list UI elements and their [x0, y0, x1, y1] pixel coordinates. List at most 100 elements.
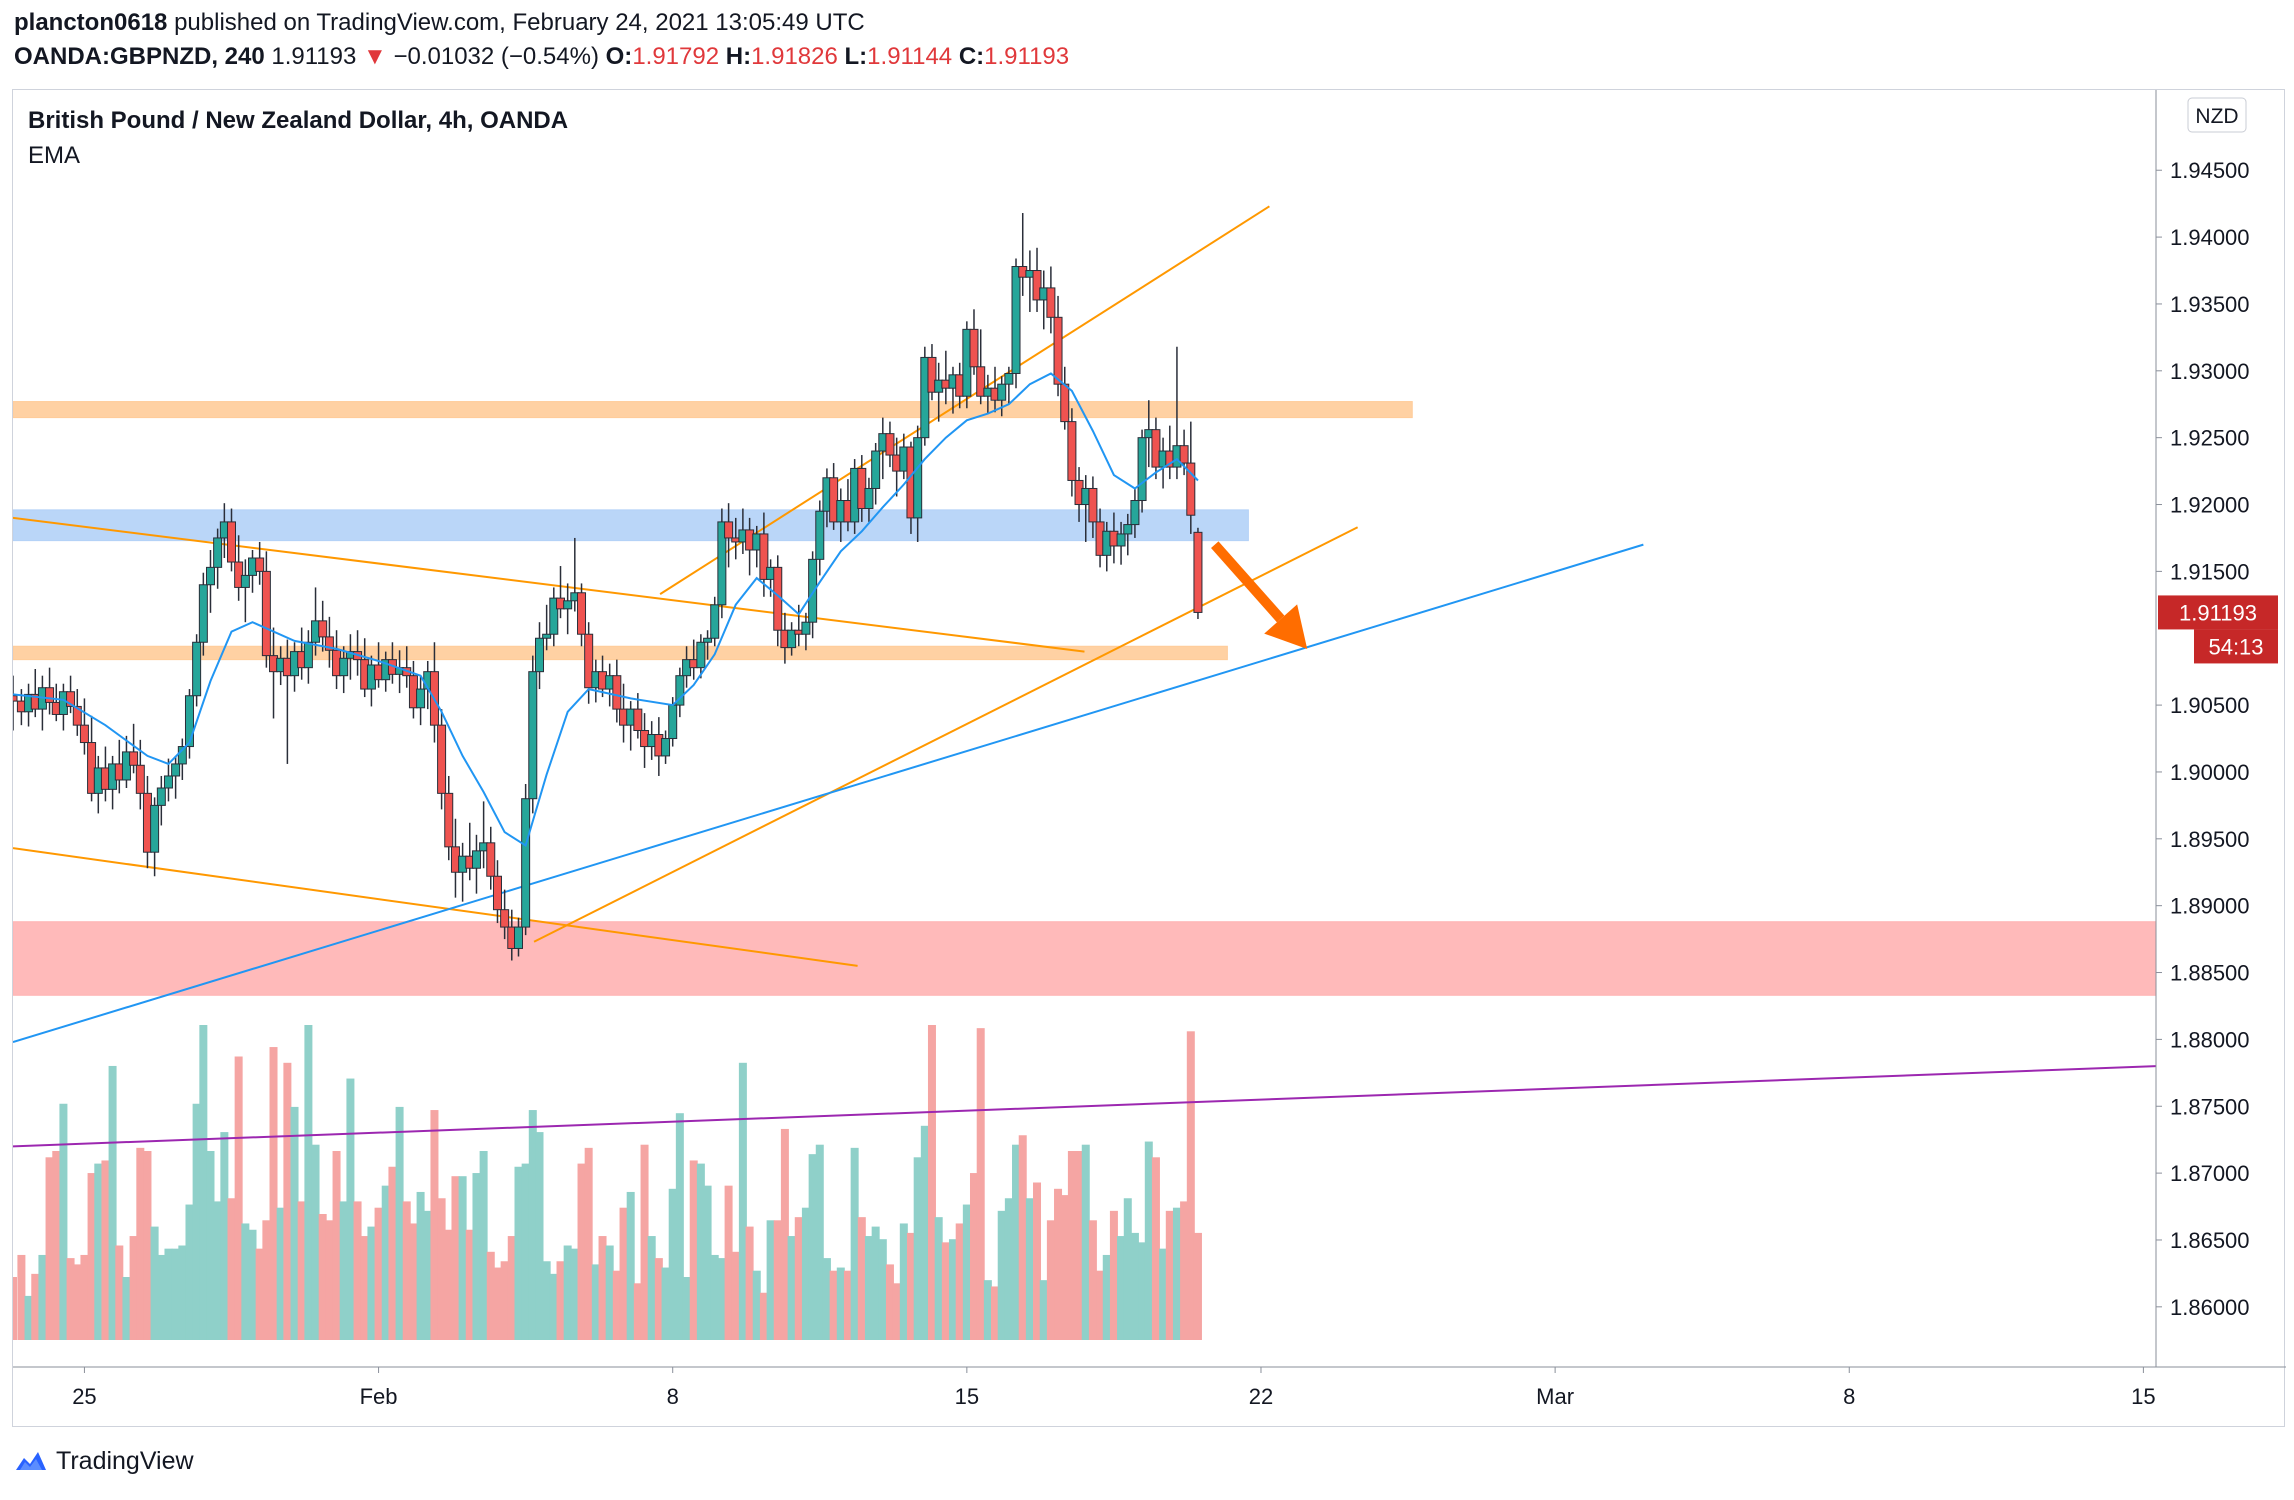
bearish-arrow-icon	[1264, 604, 1308, 649]
volume-bar	[472, 1173, 481, 1340]
volume-bar	[45, 1157, 54, 1340]
volume-bar	[717, 1258, 726, 1340]
volume-bar	[563, 1245, 572, 1340]
volume-bar	[822, 1258, 831, 1340]
price-chart[interactable]: 1.94500 1.94000 1.93500 1.93000 1.92500 1.920…	[13, 90, 2286, 1428]
candle-body	[416, 688, 426, 709]
candle-body	[234, 561, 244, 588]
volume-bar	[73, 1264, 82, 1340]
candle-body	[759, 533, 769, 580]
demand-zone-red	[13, 921, 2157, 996]
volume-bar	[941, 1242, 950, 1340]
price-tick-label: 1.89000	[2170, 894, 2250, 919]
descending-lower-line	[13, 847, 858, 967]
volume-bar	[465, 1229, 474, 1340]
volume-bar	[675, 1113, 684, 1340]
volume-bar	[388, 1166, 397, 1340]
candle-body	[703, 637, 713, 643]
volume-bar	[696, 1163, 705, 1340]
volume-bar	[423, 1210, 432, 1340]
candle-body	[255, 557, 265, 572]
volume-bar	[570, 1248, 579, 1340]
descending-upper-line	[13, 516, 1085, 653]
volume-bar	[332, 1151, 341, 1340]
volume-bar	[213, 1201, 222, 1340]
candle-body	[633, 708, 643, 732]
volume-bar	[1159, 1248, 1168, 1340]
volume-bar	[409, 1223, 418, 1340]
candle-body	[240, 574, 250, 588]
candle-body	[976, 366, 986, 397]
candle-body	[492, 875, 502, 911]
volume-bar	[1172, 1207, 1181, 1340]
candle-body	[535, 637, 545, 673]
currency-badge[interactable]	[2187, 97, 2247, 133]
chart-frame[interactable]: 1.94500 1.94000 1.93500 1.93000 1.92500 1.920…	[12, 89, 2286, 1428]
volume-bar	[857, 1217, 866, 1340]
volume-bar	[1088, 1220, 1097, 1340]
volume-bar	[1096, 1270, 1105, 1340]
volume-bar	[262, 1220, 271, 1340]
chart-legend-indicator: EMA	[28, 142, 80, 169]
chart-legend-title: British Pound / New Zealand Dollar, 4h, …	[28, 107, 568, 134]
volume-bar	[934, 1217, 943, 1340]
volume-bar	[122, 1277, 131, 1340]
publication-line: plancton0618 published on TradingView.co…	[14, 6, 1069, 40]
volume-bar	[1109, 1210, 1118, 1340]
volume-bar	[724, 1185, 733, 1340]
time-tick-label: 22	[1249, 1384, 1273, 1409]
volume-bar	[647, 1236, 656, 1340]
volume-bar	[514, 1166, 523, 1340]
support-zone-orange	[13, 645, 1228, 661]
price-tick-label: 1.92000	[2170, 493, 2250, 518]
time-tick-label: 25	[72, 1384, 96, 1409]
candle-body	[787, 629, 797, 649]
candle-body	[261, 570, 271, 657]
candle-body	[1179, 445, 1189, 464]
footer-brand[interactable]: TradingView	[14, 1447, 194, 1476]
volume-bar	[500, 1261, 509, 1340]
volume-bar	[101, 1160, 110, 1340]
publisher-name[interactable]: plancton0618	[14, 9, 168, 36]
candle-body	[513, 926, 523, 949]
volume-bar	[535, 1132, 544, 1340]
candle-body	[324, 636, 334, 651]
volume-bar	[955, 1223, 964, 1340]
candle-body	[612, 675, 622, 710]
volume-bar	[864, 1236, 873, 1340]
volume-bar	[458, 1176, 467, 1340]
volume-bar	[444, 1229, 453, 1340]
volume-bar	[521, 1163, 530, 1340]
volume-bar	[549, 1273, 558, 1340]
price-tick-label: 1.94000	[2170, 225, 2250, 250]
time-tick-label: 15	[955, 1384, 979, 1409]
long-trendline-purple	[13, 1065, 2157, 1148]
volume-bar	[1180, 1201, 1189, 1340]
candle-body	[1011, 266, 1021, 374]
candle-body	[1130, 500, 1140, 526]
candle-body	[1032, 270, 1042, 301]
low-value: 1.91144	[867, 43, 953, 70]
candle-body	[437, 724, 447, 794]
low-label: L:	[844, 43, 868, 70]
candle-body	[710, 604, 720, 639]
volume-bar	[451, 1176, 460, 1340]
volume-bar	[738, 1062, 747, 1340]
volume-bar	[759, 1292, 768, 1340]
candle-body	[171, 763, 181, 777]
volume-bar	[682, 1277, 691, 1340]
volume-bar	[528, 1110, 537, 1340]
candle-body	[584, 633, 594, 689]
volume-bar	[829, 1270, 838, 1340]
price-tick-label: 1.94500	[2170, 158, 2250, 183]
candle-body	[1193, 531, 1203, 613]
volume-bar	[1018, 1135, 1027, 1340]
volume-bar	[13, 1277, 17, 1340]
volume-bar	[31, 1273, 40, 1340]
volume-bar	[1012, 1144, 1021, 1340]
volume-bar	[234, 1056, 243, 1340]
volume-bar	[255, 1248, 264, 1340]
volume-bar	[276, 1207, 285, 1340]
candle-body	[205, 566, 215, 586]
volume-bar	[1039, 1280, 1048, 1340]
